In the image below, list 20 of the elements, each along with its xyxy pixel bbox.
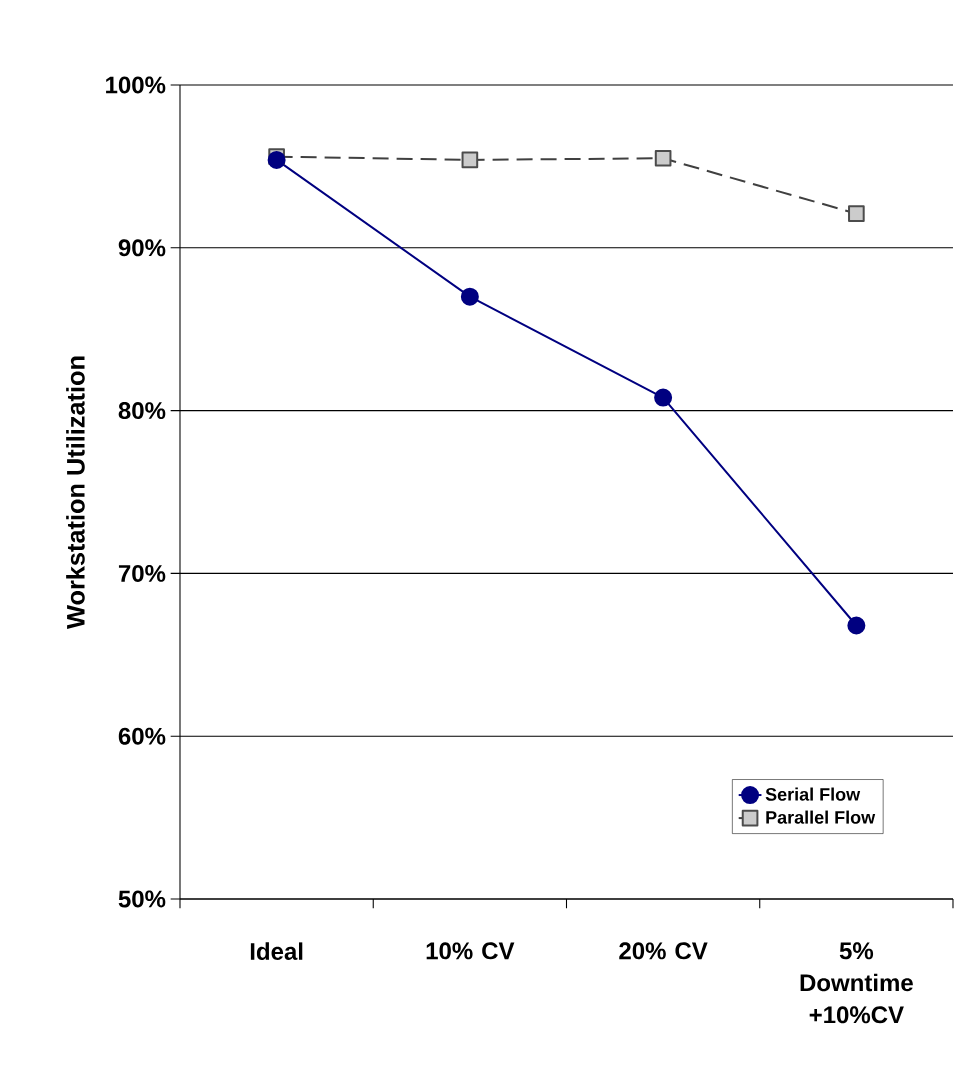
legend-label: Serial Flow — [765, 787, 861, 801]
y-axis-title: Workstation Utilization — [66, 356, 85, 629]
y-tick-label: 100% — [106, 76, 166, 94]
point — [654, 388, 673, 407]
point — [267, 150, 286, 169]
legend-label: Parallel Flow — [766, 810, 876, 824]
point — [461, 151, 479, 169]
y-tick-label: 70% — [118, 564, 166, 582]
y-tick-label: 90% — [118, 239, 166, 257]
point — [847, 616, 866, 635]
y-tick-label: 50% — [118, 890, 166, 908]
point — [460, 287, 479, 306]
x-tick-label: Ideal — [250, 942, 303, 960]
point — [654, 149, 672, 167]
x-tick-label: 10% CV — [426, 942, 515, 960]
y-tick-label: 80% — [118, 402, 166, 420]
y-tick-label: 60% — [118, 727, 166, 745]
x-tick-label: 5% Downtime +10%CV — [800, 942, 913, 1024]
point — [848, 205, 865, 222]
x-tick-label: 20% CV — [619, 942, 708, 960]
